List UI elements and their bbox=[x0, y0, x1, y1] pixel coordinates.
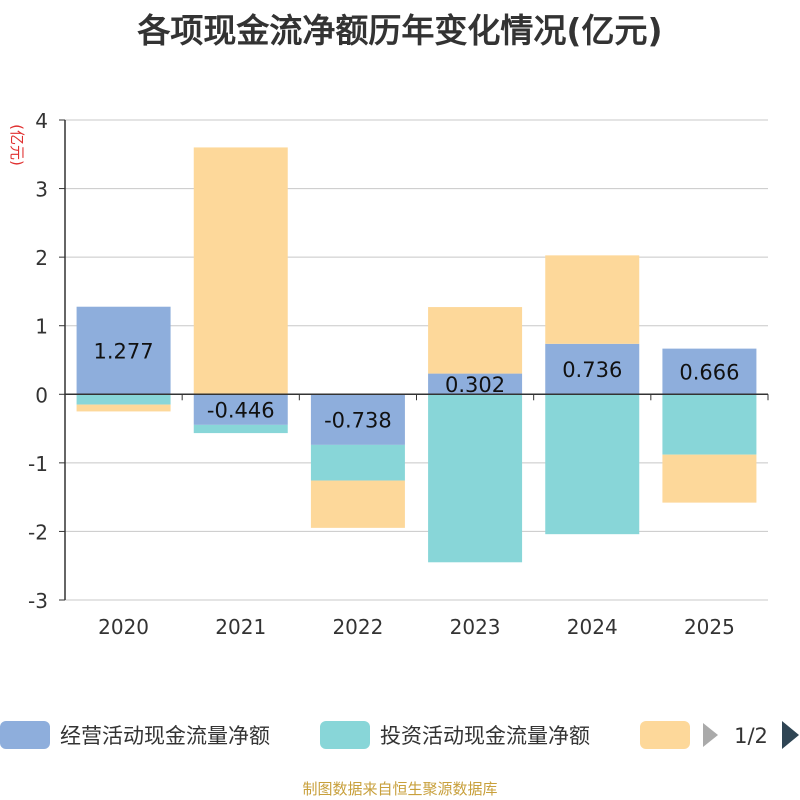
x-tick-label: 2024 bbox=[567, 615, 618, 639]
x-tick-label: 2022 bbox=[332, 615, 383, 639]
data-labels: 1.277 -0.446 -0.738 0.302 0.736 0.666 bbox=[94, 340, 740, 433]
bar-series2-2022 bbox=[310, 444, 405, 481]
bar-series3-2020 bbox=[76, 404, 171, 412]
x-tick-label: 2023 bbox=[450, 615, 501, 639]
x-tick-label: 2025 bbox=[684, 615, 735, 639]
bar-series1-2023 bbox=[428, 373, 523, 395]
data-label: 1.277 bbox=[94, 340, 154, 364]
y-tick-label: 3 bbox=[35, 178, 48, 202]
bar-series1-2020 bbox=[76, 306, 171, 395]
bar-series3-2025 bbox=[662, 454, 757, 503]
chart-title: 各项现金流净额历年变化情况(亿元) bbox=[137, 11, 663, 50]
axes: -3 -2 -1 0 1 2 3 4 2020 2021 2022 2023 2024 2025 bbox=[28, 109, 769, 639]
legend-swatch-series3 bbox=[640, 721, 690, 749]
legend-prev-arrow-icon bbox=[703, 723, 718, 747]
legend-page-indicator: 1/2 bbox=[734, 724, 768, 748]
data-label: 0.736 bbox=[562, 358, 622, 382]
bar-series2-2025 bbox=[662, 394, 757, 455]
y-tick-label: -2 bbox=[28, 520, 48, 544]
y-tick-label: 0 bbox=[35, 383, 48, 407]
y-tick-label: 2 bbox=[35, 246, 48, 270]
bar-series1-2025 bbox=[662, 348, 757, 395]
legend: 经营活动现金流量净额 投资活动现金流量净额 1/2 bbox=[0, 721, 799, 749]
bar-series3-2023 bbox=[428, 307, 523, 374]
y-tick-label: 4 bbox=[35, 109, 48, 133]
y-axis-label: (亿元) bbox=[8, 124, 26, 166]
bar-series3-2021 bbox=[193, 147, 288, 395]
data-label: 0.666 bbox=[679, 360, 739, 384]
y-tick-label: -1 bbox=[28, 452, 48, 476]
legend-swatch-series2 bbox=[320, 721, 370, 749]
data-label: -0.738 bbox=[324, 409, 392, 433]
legend-label: 经营活动现金流量净额 bbox=[60, 724, 270, 748]
source-footer: 制图数据来自恒生聚源数据库 bbox=[302, 780, 498, 798]
bar-series2-2023 bbox=[428, 394, 523, 563]
legend-swatch-series1 bbox=[0, 721, 50, 749]
y-tick-label: -3 bbox=[28, 589, 48, 613]
bar-series1-2024 bbox=[545, 343, 640, 395]
bar-series3-2022 bbox=[310, 480, 405, 528]
legend-next-arrow-icon bbox=[782, 721, 799, 749]
legend-label: 投资活动现金流量净额 bbox=[380, 724, 590, 748]
bar-series3-2024 bbox=[545, 255, 640, 344]
data-label: -0.446 bbox=[207, 399, 275, 423]
x-tick-label: 2020 bbox=[98, 615, 149, 639]
bars bbox=[76, 147, 757, 563]
bar-series2-2020 bbox=[76, 394, 171, 405]
data-label: 0.302 bbox=[445, 373, 505, 397]
bar-series1-2022 bbox=[310, 394, 405, 445]
bar-series2-2021 bbox=[193, 424, 288, 434]
bar-series2-2024 bbox=[545, 394, 640, 535]
bar-series1-2021 bbox=[193, 394, 288, 425]
x-tick-label: 2021 bbox=[215, 615, 266, 639]
y-tick-label: 1 bbox=[35, 315, 48, 339]
